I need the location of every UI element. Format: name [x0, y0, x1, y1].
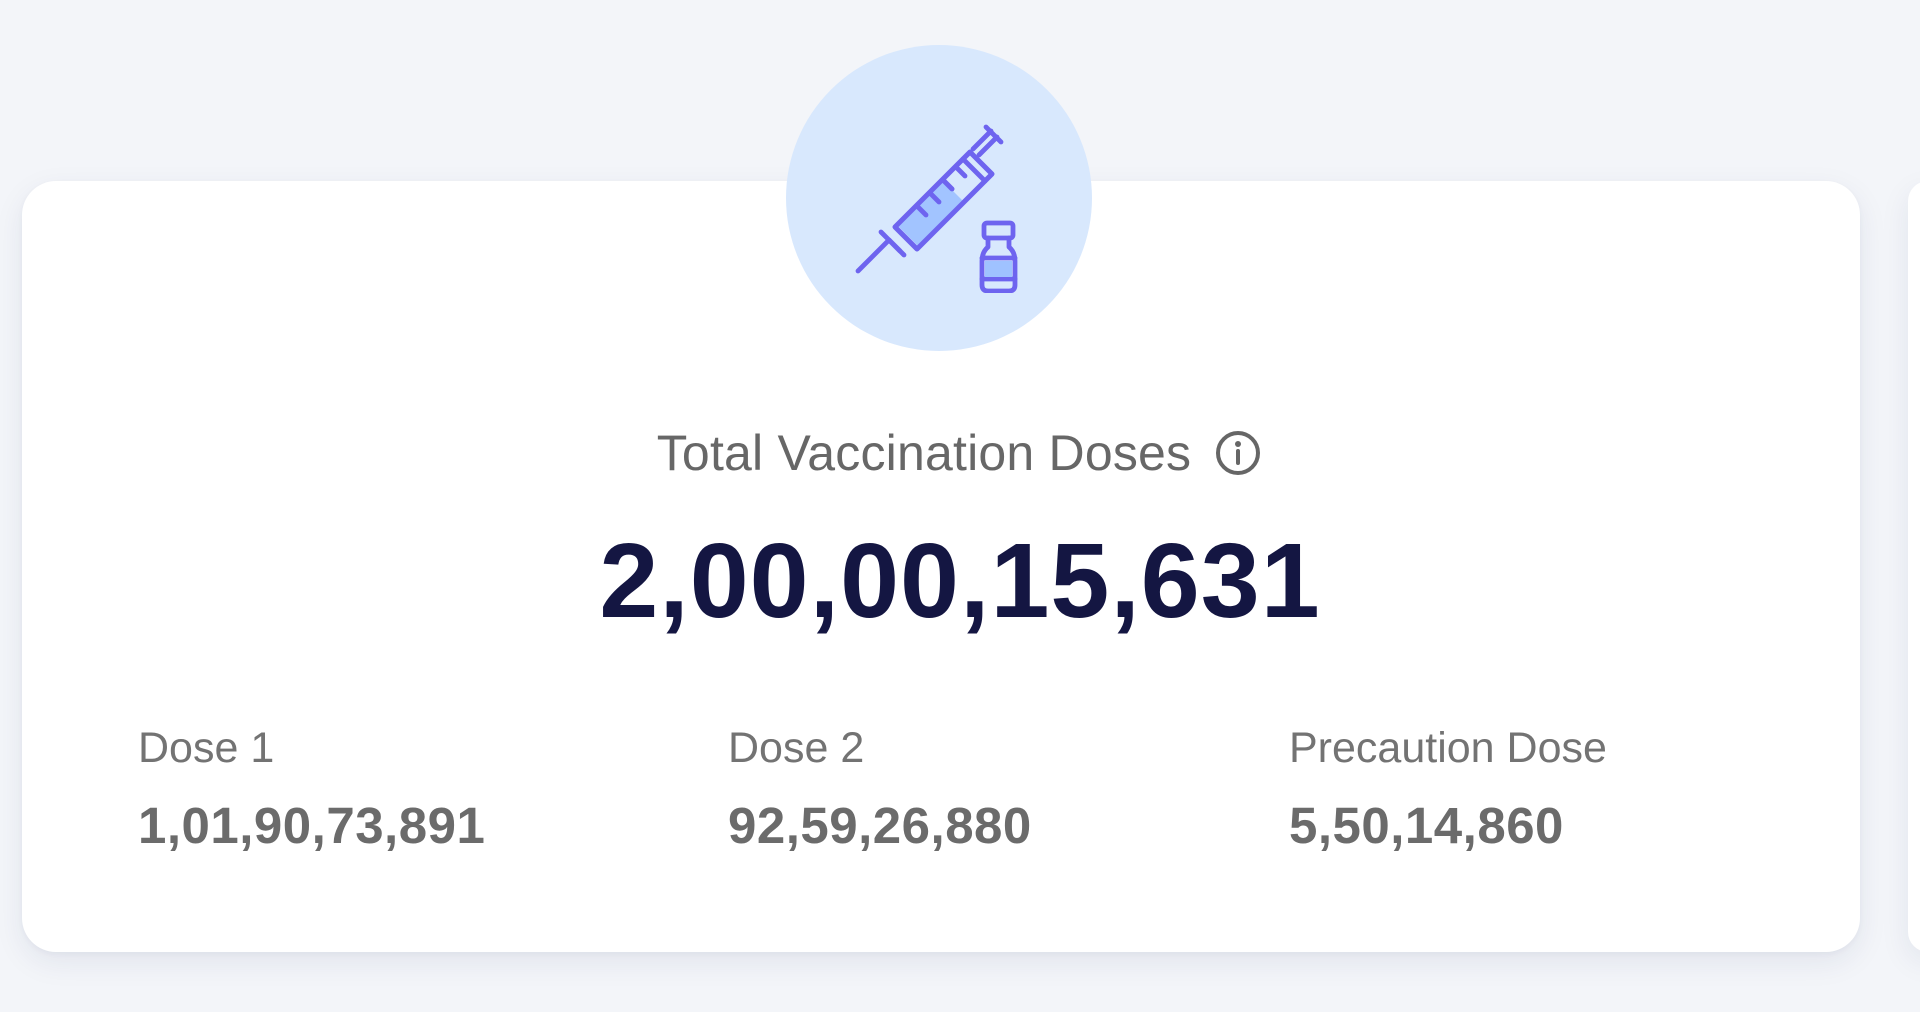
- vaccine-icon-badge: [786, 45, 1092, 351]
- next-card-edge: [1908, 181, 1920, 952]
- dose-2-label: Dose 2: [728, 724, 865, 772]
- dose-1-label: Dose 1: [138, 724, 275, 772]
- card-title-row: Total Vaccination Doses: [0, 428, 1920, 478]
- precaution-dose-value: 5,50,14,860: [1289, 797, 1564, 854]
- dose-2-stat: Dose 2 92,59,26,880: [728, 724, 1032, 854]
- total-doses-value: 2,00,00,15,631: [599, 522, 1321, 640]
- card-title: Total Vaccination Doses: [656, 425, 1192, 481]
- dose-1-stat: Dose 1 1,01,90,73,891: [138, 724, 486, 854]
- dose-1-value: 1,01,90,73,891: [138, 797, 486, 854]
- precaution-dose-stat: Precaution Dose 5,50,14,860: [1289, 724, 1607, 854]
- info-icon[interactable]: [1213, 428, 1263, 478]
- dose-2-value: 92,59,26,880: [728, 797, 1032, 854]
- syringe-vial-icon: [855, 124, 1018, 293]
- precaution-dose-label: Precaution Dose: [1289, 724, 1607, 772]
